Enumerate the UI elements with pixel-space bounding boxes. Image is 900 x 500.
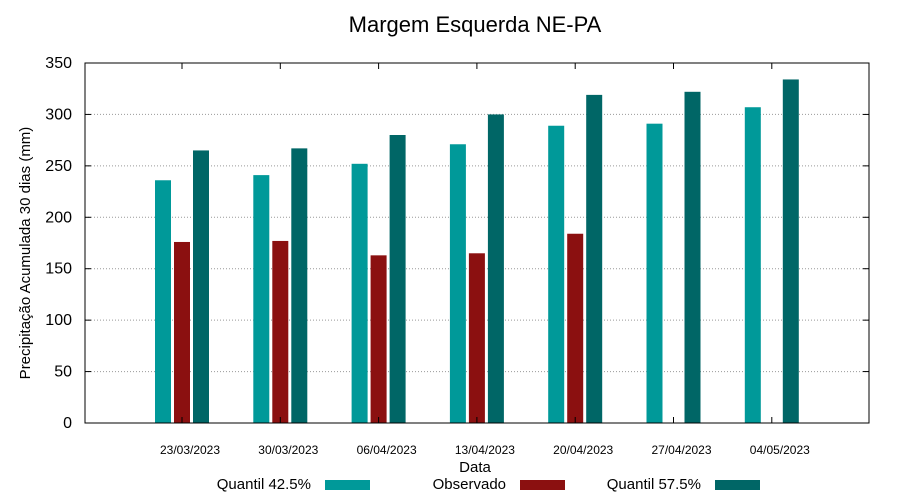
bar: [272, 240, 289, 423]
y-tick-label: 0: [63, 415, 72, 432]
bar: [370, 255, 387, 423]
bar: [782, 79, 799, 423]
legend-label: Quantil 42.5%: [217, 476, 311, 493]
bar: [291, 148, 308, 423]
x-tick-label: 04/05/2023: [750, 443, 810, 457]
x-tick-label: 06/04/2023: [357, 443, 417, 457]
bar: [389, 135, 406, 423]
bar: [174, 241, 190, 423]
legend-label: Observado: [433, 476, 506, 493]
x-tick-label: 13/04/2023: [455, 443, 515, 457]
legend-swatch: [715, 480, 760, 490]
legend-swatch: [520, 480, 565, 490]
y-axis-ticks: 0 50 100 150 200 250 300 350: [45, 55, 869, 432]
x-axis-ticks: 23/03/2023 30/03/2023 06/04/2023 13/04/2023…: [160, 63, 810, 457]
y-tick-label: 100: [45, 312, 72, 329]
bar: [684, 91, 701, 424]
bar: [468, 253, 485, 423]
x-axis-label: Data: [459, 459, 491, 476]
bar: [193, 150, 209, 423]
bar: [744, 107, 761, 423]
y-tick-label: 350: [45, 55, 72, 72]
y-tick-label: 150: [45, 261, 72, 278]
x-tick-label: 27/04/2023: [651, 443, 711, 457]
legend: Quantil 42.5% Observado Quantil 57.5%: [217, 476, 760, 493]
y-tick-label: 50: [54, 364, 72, 381]
bar: [548, 125, 565, 423]
bar: [487, 114, 504, 423]
bar: [567, 233, 584, 423]
bar: [449, 144, 466, 423]
bar: [253, 175, 270, 423]
x-tick-label: 30/03/2023: [258, 443, 318, 457]
y-axis-label: Precipitação Acumulada 30 dias (mm): [17, 127, 34, 380]
y-tick-label: 200: [45, 209, 72, 226]
y-tick-label: 250: [45, 158, 72, 175]
legend-label: Quantil 57.5%: [607, 476, 701, 493]
bars: [155, 79, 799, 424]
x-tick-label: 23/03/2023: [160, 443, 220, 457]
bar: [586, 94, 603, 423]
legend-swatch: [325, 480, 370, 490]
bar: [351, 163, 368, 424]
bar: [155, 180, 171, 423]
y-tick-label: 300: [45, 106, 72, 123]
chart-title: Margem Esquerda NE-PA: [349, 12, 602, 37]
bar: [646, 123, 663, 423]
x-tick-label: 20/04/2023: [553, 443, 613, 457]
